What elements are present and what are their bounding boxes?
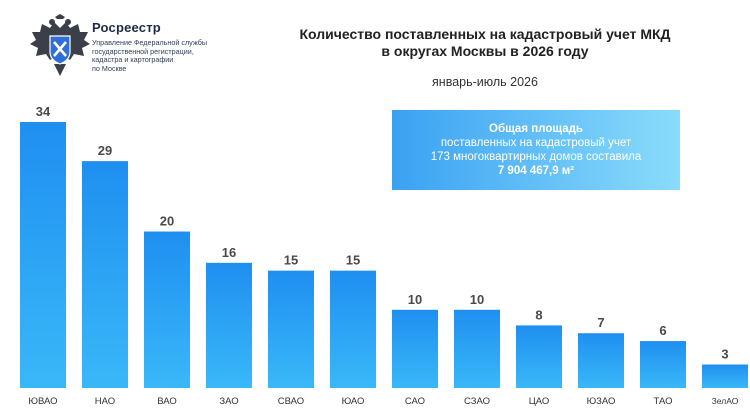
- category-tick-label: СВАО: [278, 396, 304, 407]
- bar-СЗАО: [454, 309, 500, 388]
- info-box-line: поставленных на кадастровый учет: [440, 137, 632, 149]
- bar-value-label: 20: [160, 214, 174, 229]
- category-tick-label: ЗелАО: [712, 396, 739, 406]
- rosreestr-logo: Росреестр Управление Федеральной службы …: [28, 14, 268, 84]
- category-tick-label: ЦАО: [529, 396, 550, 407]
- bar-СВАО: [268, 270, 314, 388]
- chart-title: Количество поставленных на кадастровый у…: [250, 26, 720, 60]
- chart-subtitle: январь-июль 2026: [432, 75, 538, 89]
- bar-value-label: 29: [98, 143, 112, 158]
- bar-ВАО: [144, 231, 190, 388]
- bar-value-label: 7: [597, 315, 604, 330]
- bar-value-label: 10: [470, 292, 484, 307]
- bar-ЗАО: [206, 262, 252, 388]
- bar-ЦАО: [516, 325, 562, 388]
- logo-subtitle-line: кадастра и картографии: [92, 55, 174, 65]
- category-tick-label: ЮАО: [342, 396, 365, 407]
- category-tick-label: ЗАО: [219, 396, 238, 407]
- bar-САО: [392, 309, 438, 388]
- info-box-line: Общая площадь: [489, 123, 583, 135]
- category-tick-label: ЮВАО: [28, 396, 57, 407]
- bar-ЮЗАО: [578, 333, 624, 388]
- category-tick-label: ВАО: [157, 396, 177, 407]
- bar-value-label: 6: [659, 323, 666, 338]
- bar-value-label: 15: [346, 253, 360, 268]
- logo-name: Росреестр: [92, 20, 161, 35]
- bar-value-label: 10: [408, 292, 422, 307]
- bar-ЮВАО: [20, 122, 66, 388]
- logo-subtitle-line: по Москве: [92, 63, 127, 73]
- bar-value-label: 34: [36, 104, 51, 119]
- bar-ЗелАО: [702, 364, 748, 388]
- logo-subtitle-line: Управление Федеральной службы: [92, 38, 207, 47]
- double-headed-eagle-icon: [30, 14, 90, 76]
- bar-value-label: 8: [535, 307, 542, 322]
- category-tick-label: СЗАО: [464, 396, 490, 407]
- logo-subtitle: Управление Федеральной службы государств…: [92, 38, 262, 73]
- bar-НАО: [82, 161, 128, 388]
- bar-value-label: 16: [222, 245, 236, 260]
- bar-value-label: 15: [284, 253, 298, 268]
- info-box-line: 173 многоквартирных домов составила: [430, 151, 642, 163]
- bar-value-label: 3: [721, 347, 728, 362]
- category-tick-label: САО: [405, 396, 425, 407]
- category-tick-label: НАО: [95, 396, 115, 407]
- info-box-line: 7 904 467,9 м²: [497, 165, 575, 177]
- category-tick-label: ЮЗАО: [587, 396, 616, 407]
- chart-title-line: Количество поставленных на кадастровый у…: [299, 26, 671, 42]
- category-tick-label: ТАО: [653, 396, 672, 407]
- chart-title-line: в округах Москвы в 2026 году: [381, 43, 589, 59]
- logo-subtitle-line: государственной регистрации,: [92, 46, 194, 56]
- bar-ТАО: [640, 341, 686, 388]
- bar-ЮАО: [330, 270, 376, 388]
- total-area-info-box: Общая площадь поставленных на кадастровы…: [392, 110, 680, 190]
